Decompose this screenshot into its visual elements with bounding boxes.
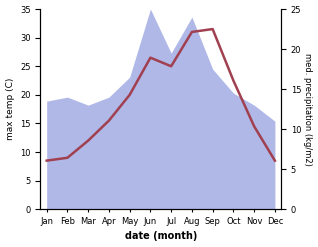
X-axis label: date (month): date (month) [125,231,197,242]
Y-axis label: med. precipitation (kg/m2): med. precipitation (kg/m2) [303,53,313,165]
Y-axis label: max temp (C): max temp (C) [5,78,15,140]
